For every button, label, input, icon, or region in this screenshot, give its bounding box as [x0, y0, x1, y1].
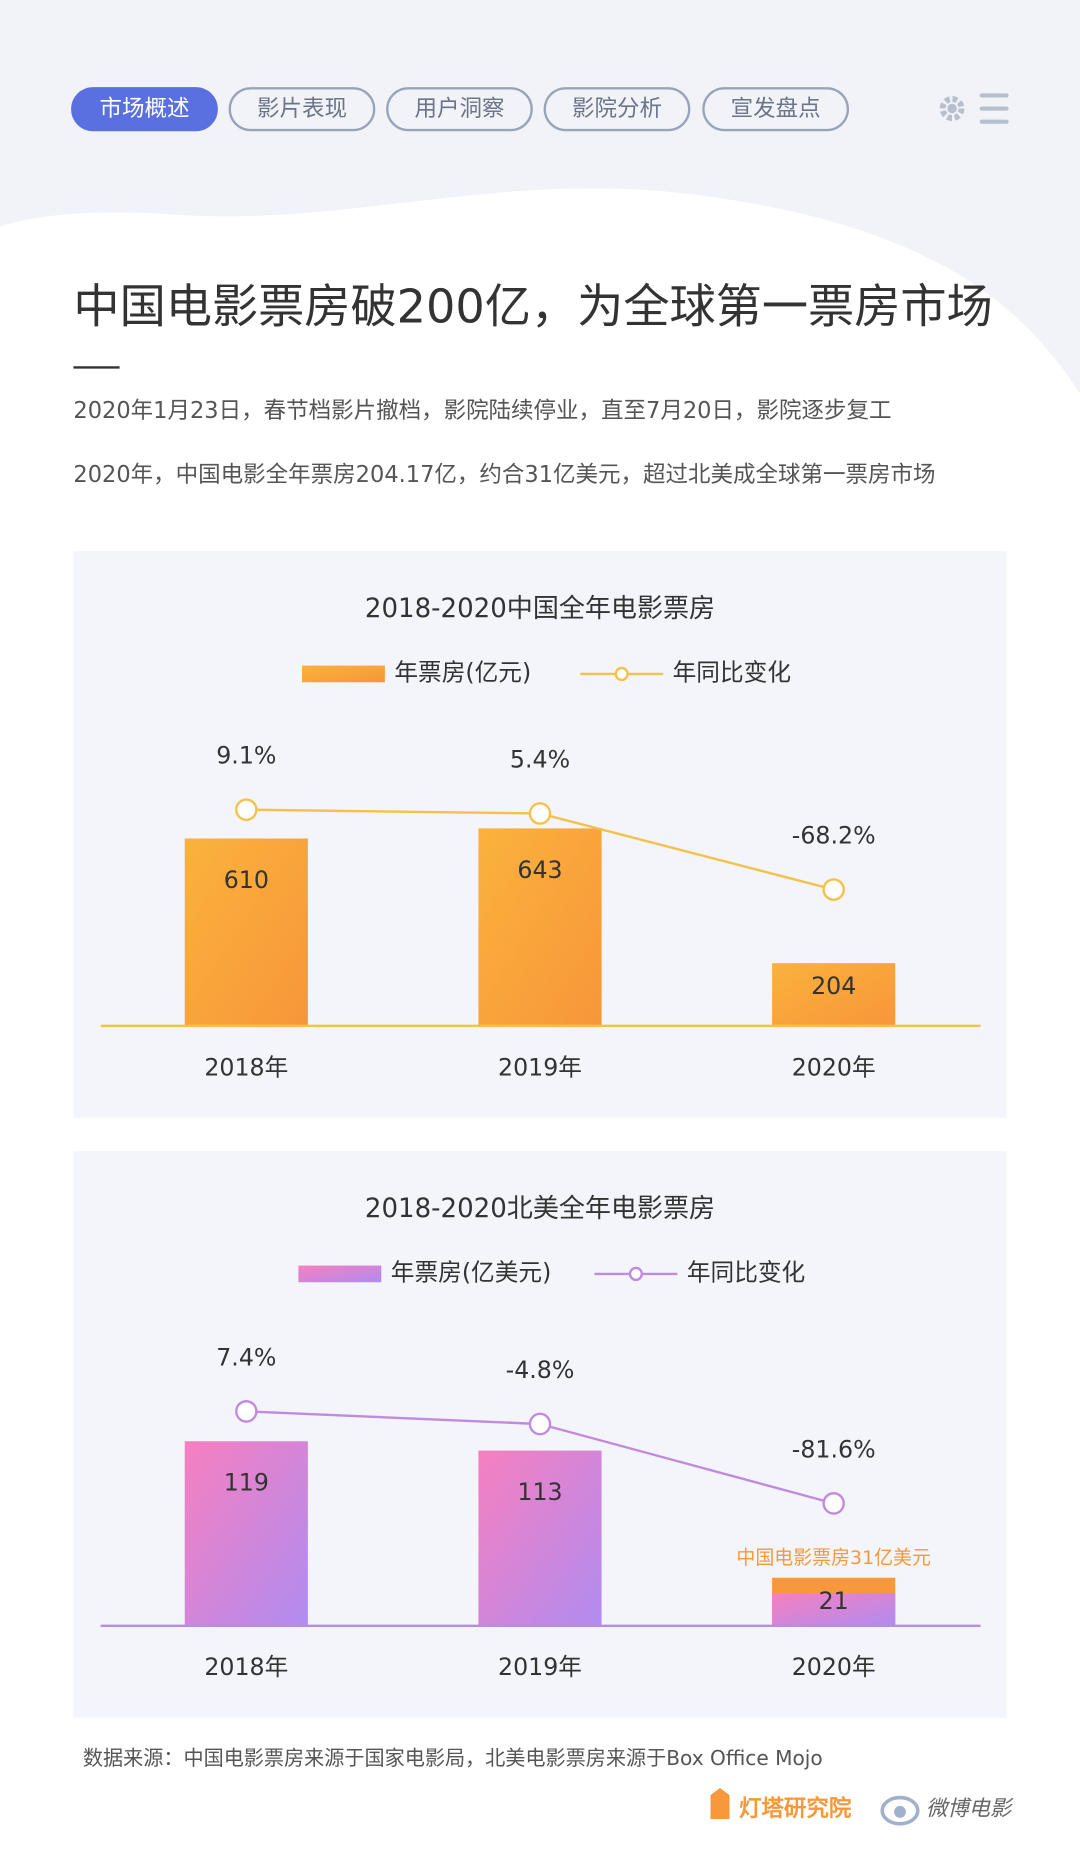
- paragraph-box: 2020年，中国电影全年票房204.17亿，约合31亿美元，超过北美成全球第一票…: [73, 461, 936, 488]
- bar-value-label: 643: [517, 856, 562, 884]
- tab-label: 影院分析: [572, 96, 662, 122]
- nav-bar: 市场概述 影片表现 用户洞察 影院分析 宣发盘点: [71, 87, 850, 132]
- bar: [184, 838, 308, 1026]
- line-value-label: -4.8%: [506, 1356, 575, 1384]
- tab-label: 宣发盘点: [731, 96, 821, 122]
- tab-pill: [71, 87, 218, 132]
- legend-label: 年票房(亿美元): [391, 1258, 552, 1286]
- line-point: [822, 1492, 845, 1515]
- line-point: [235, 1400, 258, 1423]
- logo-icon: [710, 1788, 730, 1820]
- logo: 微博电影: [880, 1795, 1014, 1826]
- logo-text: 灯塔研究院: [739, 1795, 852, 1822]
- line-point: [528, 1412, 552, 1436]
- line-value-label: 9.1%: [216, 742, 276, 770]
- x-tick-label: 2019年: [498, 1053, 582, 1081]
- line-point: [822, 878, 845, 901]
- tab-label: 市场概述: [99, 96, 189, 122]
- line-point: [235, 798, 258, 821]
- logo-icon: [894, 1805, 906, 1818]
- x-tick-label: 2018年: [204, 1053, 288, 1081]
- bar: [772, 963, 896, 1026]
- chart-title: 2018-2020中国全年电影票房: [365, 594, 715, 624]
- nav-tab[interactable]: 影院分析: [543, 87, 691, 132]
- logo: 灯塔研究院: [710, 1788, 852, 1822]
- legend-swatch: [298, 1265, 382, 1283]
- nav-tab[interactable]: 影片表现: [228, 87, 376, 132]
- menu-icon[interactable]: [979, 93, 1009, 124]
- line-value-label: -68.2%: [792, 822, 876, 850]
- legend-marker: [628, 1266, 644, 1282]
- line-value-label: 7.4%: [216, 1343, 276, 1371]
- tab-pill: [702, 87, 850, 132]
- gear: [939, 96, 965, 122]
- bar-value-label: 610: [224, 866, 269, 894]
- bar: [772, 1593, 896, 1626]
- legend-marker: [614, 666, 629, 682]
- annotation-label: 中国电影票房31亿美元: [736, 1547, 930, 1569]
- x-tick-label: 2019年: [498, 1653, 582, 1681]
- logo-text: 微博电影: [926, 1796, 1014, 1821]
- tab-label: 影片表现: [257, 96, 347, 122]
- bar: [478, 1450, 602, 1626]
- legend-label: 年同比变化: [673, 658, 791, 686]
- nav-tab[interactable]: 用户洞察: [386, 87, 533, 132]
- nav-tab[interactable]: 宣发盘点: [702, 87, 850, 132]
- settings-icon[interactable]: [939, 96, 965, 122]
- bar: [478, 828, 602, 1026]
- bar-value-label: 113: [517, 1478, 562, 1506]
- chart-title: 2018-2020北美全年电影票房: [365, 1194, 715, 1224]
- legend-swatch: [301, 665, 385, 683]
- x-tick-label: 2020年: [792, 1053, 876, 1081]
- bar-value-label: 204: [811, 972, 856, 1000]
- paragraph: 2020年1月23日，春节档影片撤档，影院陆续停业，直至7月20日，影院逐步复工: [73, 398, 891, 424]
- legend-label: 年同比变化: [687, 1258, 805, 1286]
- nav-tab[interactable]: 市场概述: [71, 87, 218, 132]
- page-title: 中国电影票房破200亿，为全球第一票房市场: [73, 280, 992, 334]
- tab-pill: [543, 87, 691, 132]
- source-note: 数据来源：中国电影票房来源于国家电影局，北美电影票房来源于Box Office …: [83, 1746, 823, 1770]
- line-value-label: -81.6%: [792, 1435, 876, 1463]
- gear-core: [947, 103, 957, 114]
- bar-value-label: 21: [819, 1587, 849, 1615]
- x-tick-label: 2018年: [204, 1653, 288, 1681]
- tab-label: 用户洞察: [414, 96, 504, 122]
- paragraph: 2020年，中国电影全年票房204.17亿，约合31亿美元，超过北美成全球第一票…: [73, 461, 936, 488]
- tab-pill: [228, 87, 376, 132]
- bar-value-label: 119: [224, 1469, 269, 1497]
- legend-label: 年票房(亿元): [394, 658, 531, 686]
- header-wave: [0, 0, 1080, 394]
- tab-pill: [386, 87, 533, 132]
- line-value-label: 5.4%: [510, 745, 570, 773]
- bar: [184, 1441, 308, 1626]
- logo-icon: [880, 1795, 920, 1826]
- x-tick-label: 2020年: [792, 1653, 876, 1681]
- line-point: [528, 802, 552, 825]
